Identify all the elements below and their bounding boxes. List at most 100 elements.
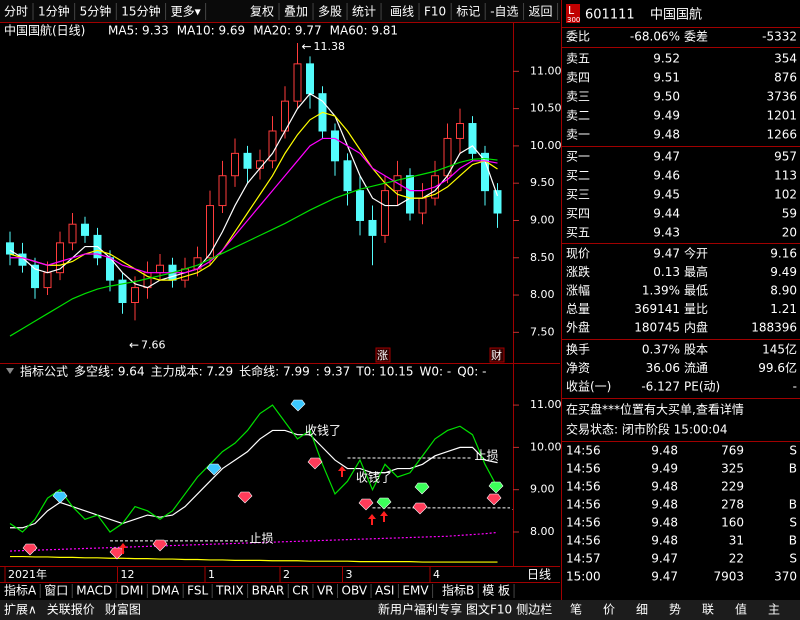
tab[interactable]: MACD xyxy=(76,584,112,598)
badge: L xyxy=(568,4,575,17)
status: 交易状态: 闭市阶段 15:00:04 xyxy=(566,422,728,437)
quote-value: -6.127 xyxy=(641,380,680,394)
tab[interactable]: CR xyxy=(292,584,309,598)
y-tick-label: 11.00 xyxy=(530,398,562,411)
footer-button[interactable]: 侧边栏 xyxy=(516,602,552,617)
footer-icon[interactable]: 笔 xyxy=(570,602,582,617)
tab[interactable]: EMV xyxy=(402,584,429,598)
quote-value: 8.90 xyxy=(770,284,797,298)
signal-diamond xyxy=(22,543,38,556)
ma-line xyxy=(10,137,498,274)
toolbar-button[interactable]: 15分钟 xyxy=(121,4,160,19)
candle-body xyxy=(381,190,389,236)
footer-button[interactable]: 图文F10 xyxy=(466,602,512,617)
tab[interactable]: OBV xyxy=(342,584,368,598)
footer-button[interactable]: 扩展∧ xyxy=(4,603,37,617)
indicator-title: 指标公式 xyxy=(20,364,68,379)
tab[interactable]: DMA xyxy=(151,584,180,598)
footer-icon[interactable]: 主 xyxy=(768,603,780,617)
book-volume: 102 xyxy=(774,188,797,202)
y-tick-label: 9.00 xyxy=(530,213,555,226)
toolbar-button[interactable]: 更多▾ xyxy=(171,5,201,19)
indicator-line xyxy=(9,531,498,552)
y-tick-label: 7.50 xyxy=(530,325,555,338)
footer-icon[interactable]: 势 xyxy=(669,603,681,617)
toolbar-button[interactable]: 1分钟 xyxy=(38,4,70,19)
book-price: 9.52 xyxy=(653,52,680,66)
tick-volume: 22 xyxy=(729,552,744,566)
notice[interactable]: 在买盘***位置有大买单,查看详情 xyxy=(566,402,744,417)
collapse-icon[interactable] xyxy=(6,368,14,374)
tick-volume: 229 xyxy=(721,480,744,494)
legend-entry: T0: 10.15 xyxy=(355,365,413,379)
quote-label: 最高 xyxy=(684,264,708,279)
tick-price: 9.48 xyxy=(651,444,678,458)
stock-code: 601111 xyxy=(585,8,635,23)
tick-flag: B xyxy=(789,534,797,548)
candle-body xyxy=(356,190,364,221)
tick-price: 9.47 xyxy=(651,570,678,584)
tab[interactable]: BRAR xyxy=(252,584,285,598)
toolbar-button[interactable]: 多股 xyxy=(318,5,342,19)
tick-time: 15:00 xyxy=(566,570,601,584)
tab[interactable]: 指标A xyxy=(4,583,37,598)
signal-diamond xyxy=(237,491,253,504)
candle-body xyxy=(368,219,377,236)
footer-button[interactable]: 新用户福利专享 xyxy=(378,602,462,617)
event-tag: 涨 xyxy=(377,349,388,362)
tick-flag: B xyxy=(789,462,797,476)
signal-diamond xyxy=(376,497,392,510)
up-arrow xyxy=(119,543,127,554)
candle-body xyxy=(293,63,302,102)
tab[interactable]: 指标B xyxy=(442,583,474,598)
quote-label: 净资 xyxy=(566,361,590,375)
legend-entry: 主力成本: 7.29 xyxy=(151,365,234,379)
candle-body xyxy=(243,152,252,169)
footer-icon[interactable]: 细 xyxy=(636,603,648,617)
signal-diamond xyxy=(414,482,430,495)
tab[interactable]: VR xyxy=(317,584,334,598)
toolbar-button[interactable]: 统计 xyxy=(352,5,376,19)
toolbar-button[interactable]: -自选 xyxy=(490,5,518,19)
quote-label: 涨跌 xyxy=(566,264,590,279)
tab[interactable]: 窗口 xyxy=(44,584,68,598)
book-label: 买三 xyxy=(566,188,590,202)
footer-button[interactable]: 财富图 xyxy=(105,602,141,617)
stop-label: 止损 xyxy=(475,448,499,462)
tick-flag: B xyxy=(789,498,797,512)
toolbar-button[interactable]: 5分钟 xyxy=(80,4,112,19)
candle-body xyxy=(156,264,164,274)
toolbar-button[interactable]: 分时 xyxy=(4,5,28,19)
toolbar-button[interactable]: 画线 xyxy=(390,5,414,19)
book-label: 买五 xyxy=(566,226,590,240)
tab[interactable]: FSL xyxy=(187,584,208,598)
tab[interactable]: TRIX xyxy=(215,584,243,598)
ma-line xyxy=(9,111,498,281)
footer-icon[interactable]: 联 xyxy=(702,603,714,617)
legend-entry: 长命线: 7.99 xyxy=(239,364,310,379)
toolbar-button[interactable]: F10 xyxy=(424,5,446,19)
tab[interactable]: ASI xyxy=(375,584,394,598)
candle-body xyxy=(181,268,189,281)
footer-button[interactable]: 关联报价 xyxy=(47,602,95,617)
tab[interactable]: DMI xyxy=(120,584,143,598)
footer-icon[interactable]: 价 xyxy=(603,603,615,617)
candle-body xyxy=(118,279,127,304)
quote-label: 总量 xyxy=(566,302,590,316)
x-tick-label: 1 xyxy=(208,568,215,581)
tab[interactable]: 模 板 xyxy=(482,584,510,598)
toolbar-button[interactable]: 复权 xyxy=(250,5,274,19)
footer-icon[interactable]: 值 xyxy=(735,602,747,617)
event-tag: 财 xyxy=(491,348,502,362)
candle-body xyxy=(468,123,477,154)
quote-value: 9.16 xyxy=(770,247,797,261)
tick-time: 14:56 xyxy=(566,516,601,530)
toolbar-button[interactable]: 标记 xyxy=(456,5,480,19)
signal-diamond xyxy=(412,502,428,515)
candle-body xyxy=(56,242,64,274)
book-price: 9.49 xyxy=(653,109,680,123)
y-tick-label: 11.00 xyxy=(530,64,562,77)
toolbar-button[interactable]: 返回 xyxy=(529,5,553,19)
toolbar-button[interactable]: 叠加 xyxy=(284,5,308,19)
signal-diamond xyxy=(307,457,323,470)
